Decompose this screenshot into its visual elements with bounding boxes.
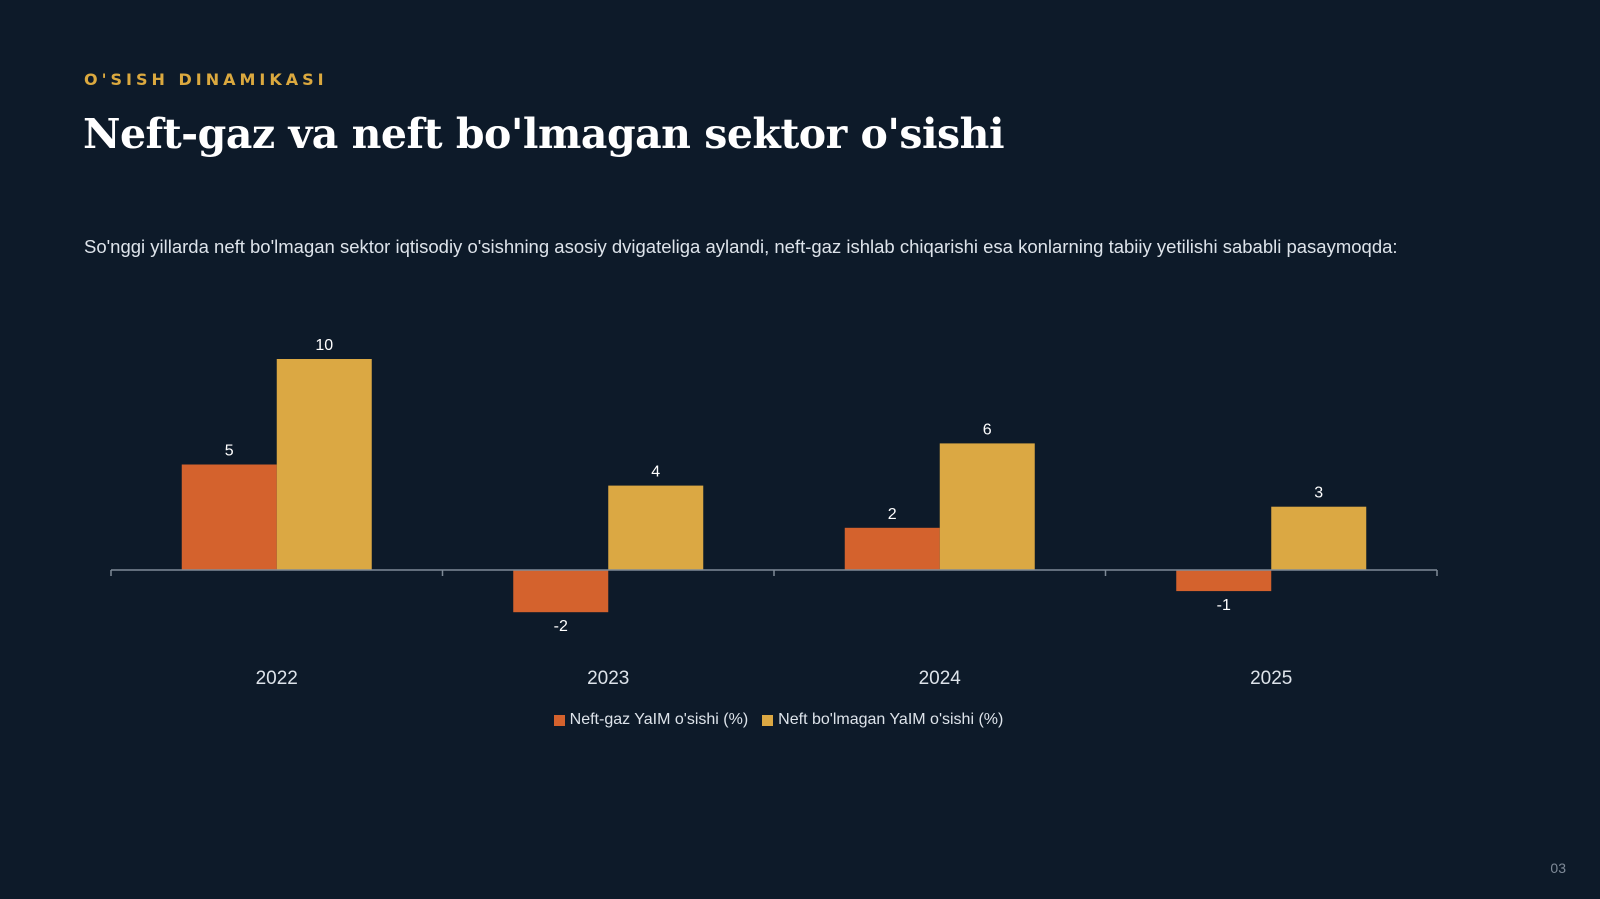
data-label-oil-gas-2025: -1 <box>1217 597 1231 614</box>
slide-subtitle: So'nggi yillarda neft bo'lmagan sektor i… <box>84 236 1398 257</box>
legend-label-oil-gas: Neft-gaz YaIM o'sishi (%) <box>569 711 749 728</box>
data-label-non-oil-2025: 3 <box>1314 485 1323 502</box>
page-number: 03 <box>1550 860 1566 876</box>
legend-swatch-non-oil <box>762 714 774 726</box>
x-tick-label-2024: 2024 <box>919 668 962 689</box>
bar-oil-gas-2025 <box>1176 570 1272 592</box>
legend-swatch-oil-gas <box>553 714 565 726</box>
bar-non-oil-2025 <box>1271 506 1367 570</box>
bar-oil-gas-2022 <box>181 464 277 570</box>
bar-oil-gas-2024 <box>844 527 940 570</box>
x-tick-label-2025: 2025 <box>1250 668 1292 689</box>
data-label-non-oil-2024: 6 <box>983 421 992 438</box>
chart-legend: Neft-gaz YaIM o'sishi (%) Neft bo'lmagan… <box>0 711 1557 729</box>
legend-item-oil-gas: Neft-gaz YaIM o'sishi (%) <box>553 711 749 729</box>
slide-eyebrow: O'SISH DINAMIKASI <box>84 70 328 89</box>
data-label-oil-gas-2022: 5 <box>225 443 234 460</box>
slide-title: Neft-gaz va neft bo'lmagan sektor o'sish… <box>83 110 1005 158</box>
bar-non-oil-2024 <box>939 443 1035 570</box>
x-tick-label-2022: 2022 <box>256 668 298 689</box>
legend-label-non-oil: Neft bo'lmagan YaIM o'sishi (%) <box>778 711 1004 728</box>
legend-item-non-oil: Neft bo'lmagan YaIM o'sishi (%) <box>762 711 1003 729</box>
bar-non-oil-2023 <box>608 485 704 570</box>
data-label-non-oil-2022: 10 <box>315 337 333 354</box>
data-label-oil-gas-2024: 2 <box>888 506 897 523</box>
data-label-non-oil-2023: 4 <box>651 464 660 481</box>
bar-non-oil-2022 <box>276 359 372 570</box>
data-label-oil-gas-2023: -2 <box>554 618 568 635</box>
x-tick-label-2023: 2023 <box>587 668 629 689</box>
bar-oil-gas-2023 <box>513 570 609 613</box>
